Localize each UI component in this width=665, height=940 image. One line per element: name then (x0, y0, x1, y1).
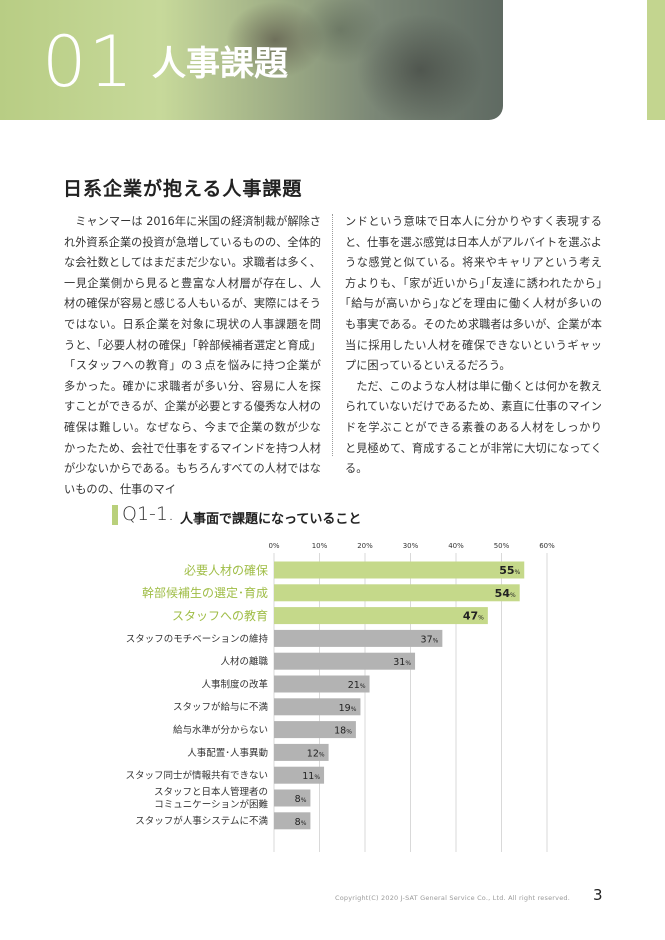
section-heading: 日系企業が抱える人事課題 (63, 178, 303, 200)
copyright-text: Copyright(C) 2020 J-SAT General Service … (335, 894, 570, 902)
value-label: 21% (348, 680, 366, 691)
bar (274, 561, 525, 579)
bar (274, 607, 488, 625)
chapter-number: 01 (42, 21, 136, 103)
column-divider (332, 214, 333, 456)
body-right-column: ンドという意味で日本人に分かりやすく表現すると、仕事を選ぶ感覚は日本人がアルバイ… (345, 212, 602, 480)
x-tick-label: 0% (268, 542, 279, 550)
chapter-title: 人事課題 (152, 44, 288, 84)
value-label: 8% (295, 817, 307, 828)
category-label: スタッフと日本人管理者のコミュニケーションが困難 (154, 786, 269, 811)
category-label: 必要人材の確保 (184, 562, 268, 577)
x-tick-label: 10% (312, 542, 328, 550)
bar (274, 812, 311, 830)
value-label: 55% (499, 564, 520, 577)
body-paragraph: ミャンマーは 2016年に米国の経済制裁が解除され外資系企業の投資が急増している… (64, 215, 321, 496)
category-label: スタッフ同士が情報共有できない (125, 770, 268, 782)
bar (274, 789, 311, 807)
category-label: スタッフが給与に不満 (173, 701, 269, 713)
body-paragraph: ただ、このような人材は単に働くとは何かを教えられていないだけであるため、素直に仕… (345, 379, 602, 476)
value-label: 8% (295, 794, 307, 805)
question-number: Q1-1. (122, 503, 175, 525)
value-label: 54% (495, 587, 516, 600)
bar (274, 766, 325, 784)
header-banner: 01 人事課題 (0, 0, 503, 120)
side-accent-strip (647, 0, 665, 120)
category-label: 人材の離職 (220, 656, 268, 668)
bar (274, 584, 520, 602)
x-tick-label: 40% (448, 542, 464, 550)
body-left-column: ミャンマーは 2016年に米国の経済制裁が解除され外資系企業の投資が急増している… (64, 212, 321, 500)
category-label: スタッフへの教育 (172, 608, 268, 623)
category-label: 幹部候補生の選定･育成 (142, 585, 268, 600)
category-label: スタッフのモチベーションの維持 (126, 633, 269, 645)
bar (274, 652, 416, 670)
bar (274, 698, 361, 716)
value-label: 11% (302, 771, 320, 782)
value-label: 19% (339, 703, 357, 714)
category-label: 給与水準が分からない (173, 724, 268, 736)
page-number: 3 (593, 886, 603, 904)
question-text: 人事面で課題になっていること (180, 512, 362, 527)
bar (274, 743, 329, 761)
category-label: スタッフが人事システムに不満 (135, 815, 268, 827)
value-label: 18% (334, 726, 352, 737)
x-tick-label: 30% (403, 542, 419, 550)
x-tick-label: 50% (494, 542, 510, 550)
body-paragraph: ンドという意味で日本人に分かりやすく表現すると、仕事を選ぶ感覚は日本人がアルバイ… (345, 215, 602, 373)
value-label: 12% (307, 748, 325, 759)
value-label: 31% (393, 657, 411, 668)
value-label: 37% (421, 634, 439, 645)
header-photo (0, 0, 503, 120)
x-tick-label: 60% (539, 542, 555, 550)
bar (274, 675, 370, 693)
bar (274, 629, 443, 647)
question-marker (112, 505, 118, 525)
bar (274, 721, 356, 739)
value-label: 47% (463, 610, 484, 623)
category-label: 人事制度の改革 (201, 678, 268, 690)
category-label: 人事配置･人事異動 (187, 747, 268, 759)
x-tick-label: 20% (357, 542, 373, 550)
